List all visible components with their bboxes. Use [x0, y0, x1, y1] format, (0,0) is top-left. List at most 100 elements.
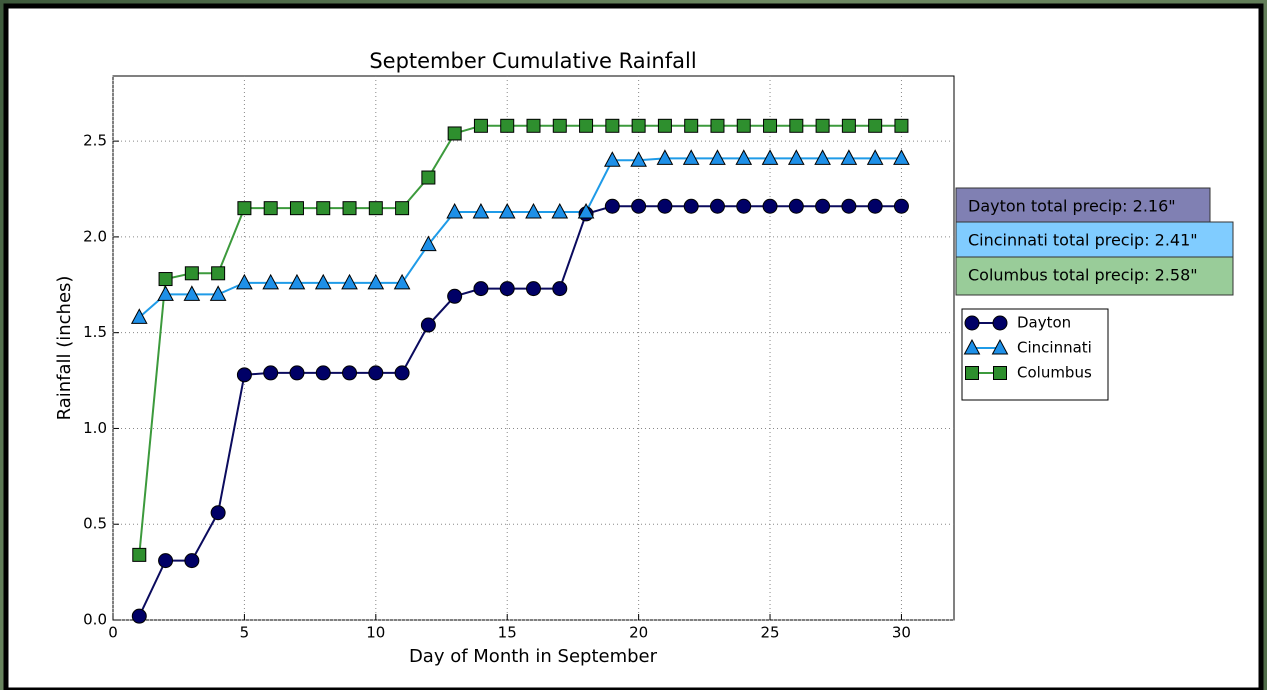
marker	[262, 273, 280, 290]
marker	[132, 547, 147, 562]
marker	[498, 202, 516, 219]
marker	[868, 118, 883, 133]
x-tick-label: 15	[498, 624, 517, 642]
marker	[657, 118, 672, 133]
marker	[526, 281, 541, 297]
marker	[709, 198, 725, 214]
marker	[237, 201, 252, 216]
x-tick-label: 20	[629, 624, 648, 642]
x-tick-label: 5	[240, 624, 250, 642]
y-axis-label: Rainfall (inches)	[54, 276, 75, 421]
legend-marker	[992, 315, 1008, 331]
y-tick-label: 0.0	[83, 611, 107, 629]
marker	[421, 170, 436, 185]
marker	[789, 118, 804, 133]
marker	[158, 553, 174, 569]
marker	[736, 118, 751, 133]
annotation-text: Cincinnati total precip: 2.41"	[968, 231, 1198, 250]
marker	[526, 118, 541, 133]
annotation-text: Dayton total precip: 2.16"	[968, 197, 1176, 216]
marker	[787, 149, 805, 165]
marker	[499, 281, 515, 297]
marker	[815, 118, 830, 133]
marker	[473, 118, 488, 133]
marker	[472, 202, 490, 219]
marker	[604, 198, 620, 214]
marker	[762, 198, 778, 214]
legend-marker	[993, 366, 1007, 380]
marker	[814, 149, 831, 165]
marker	[525, 202, 542, 219]
marker	[735, 149, 753, 165]
marker	[342, 201, 357, 216]
y-tick-label: 2.5	[83, 132, 107, 150]
y-tick-label: 2.0	[83, 227, 107, 245]
plot-area	[112, 75, 955, 621]
marker	[552, 118, 567, 133]
marker	[368, 365, 384, 381]
x-tick-label: 10	[366, 624, 385, 642]
legend-label: Cincinnati	[1017, 339, 1092, 357]
legend-label: Dayton	[1017, 314, 1071, 332]
annotation-text: Columbus total precip: 2.58"	[968, 266, 1198, 285]
marker	[209, 285, 227, 301]
marker	[314, 273, 332, 290]
marker	[473, 281, 489, 297]
x-tick-label: 0	[108, 624, 118, 642]
marker	[683, 198, 699, 214]
marker	[183, 285, 201, 301]
marker	[577, 202, 595, 219]
marker	[815, 198, 831, 214]
legend-box	[961, 308, 1109, 401]
marker	[263, 201, 278, 216]
marker	[710, 118, 725, 133]
marker	[631, 198, 647, 214]
marker	[500, 118, 515, 133]
marker	[788, 198, 804, 214]
marker	[630, 151, 647, 167]
annotation-box	[955, 187, 1211, 227]
marker	[236, 367, 252, 383]
legend-marker	[965, 366, 979, 380]
annotation-box	[955, 221, 1234, 261]
x-tick-label: 25	[760, 624, 779, 642]
marker	[682, 149, 700, 165]
marker	[867, 198, 883, 214]
marker	[157, 285, 174, 301]
x-axis-label: Day of Month in September	[409, 646, 658, 667]
marker	[395, 201, 410, 216]
y-tick-label: 1.0	[83, 419, 107, 437]
marker	[341, 273, 358, 290]
marker	[552, 281, 568, 297]
marker	[656, 149, 674, 165]
marker	[263, 365, 279, 381]
marker	[840, 149, 858, 165]
marker	[289, 365, 305, 381]
y-tick-label: 1.5	[83, 323, 107, 341]
marker	[605, 118, 620, 133]
marker	[131, 608, 147, 624]
marker	[841, 118, 856, 133]
marker	[579, 118, 594, 133]
marker	[447, 126, 462, 141]
marker	[211, 266, 226, 281]
marker	[130, 308, 148, 324]
marker	[184, 266, 199, 281]
marker	[393, 273, 411, 290]
marker	[866, 149, 884, 165]
annotation-box	[955, 256, 1234, 296]
marker	[420, 235, 437, 252]
marker	[394, 365, 410, 381]
marker	[631, 118, 646, 133]
marker	[684, 118, 699, 133]
legend-marker	[991, 338, 1009, 355]
marker	[315, 365, 331, 381]
marker	[894, 118, 909, 133]
marker	[446, 202, 463, 219]
marker	[367, 273, 385, 290]
marker	[736, 198, 752, 214]
marker	[893, 149, 910, 165]
marker	[236, 273, 253, 290]
legend-marker	[964, 315, 980, 331]
